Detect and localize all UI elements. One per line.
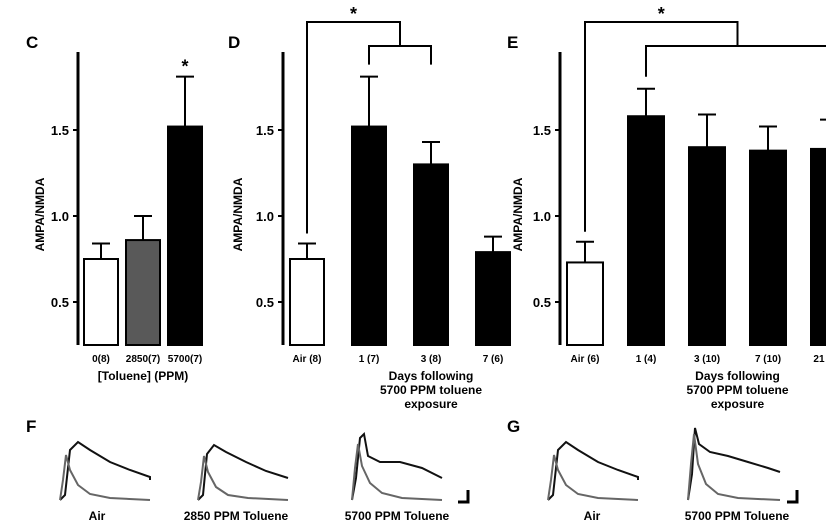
y-tick-label-e-2: 1.5 [533, 123, 551, 138]
trace-label-5700-g: 5700 PPM Toluene [685, 509, 790, 523]
significance-group-bracket-e [645, 45, 826, 77]
trace-group-f: Air 2850 PPM Toluene 5700 PPM Toluene [59, 431, 470, 523]
chart-panel-e: 0.5 1.0 1.5 AMPA/NMDA Air (6) 1 (4) 3 (10) 7 (1… [511, 4, 826, 411]
panel-label-e: E [507, 33, 518, 52]
trace-air-f [59, 440, 151, 501]
bar-e-0 [566, 261, 604, 346]
x-tick-label-c-2: 5700(7) [168, 354, 202, 365]
significance-star-e: * [658, 4, 665, 24]
y-axis-label-c: AMPA/NMDA [33, 177, 47, 251]
trace-group-g: Air 5700 PPM Toluene [547, 427, 799, 523]
x-tick-label-e-3: 7 (10) [755, 354, 781, 365]
x-tick-label-c-1: 2850(7) [126, 354, 160, 365]
trace-2850-f [197, 443, 289, 501]
bar-e-3 [749, 149, 787, 346]
y-tick-label-c-1: 1.0 [51, 209, 69, 224]
scale-bar-g [787, 490, 799, 504]
trace-label-air-g: Air [584, 509, 601, 523]
bar-d-0 [289, 258, 325, 346]
x-axis-label-e-1: 5700 PPM toluene [686, 383, 788, 397]
x-tick-label-e-2: 3 (10) [694, 354, 720, 365]
y-tick-label-c-2: 1.5 [51, 123, 69, 138]
y-axis-label-d: AMPA/NMDA [231, 177, 245, 251]
trace-label-5700-f: 5700 PPM Toluene [345, 509, 450, 523]
y-tick-label-d-0: 0.5 [256, 295, 274, 310]
x-tick-label-e-0: Air (6) [571, 354, 600, 365]
y-tick-label-d-2: 1.5 [256, 123, 274, 138]
trace-5700-g [687, 427, 781, 501]
x-tick-label-d-0: Air (8) [293, 354, 322, 365]
bar-d-2 [413, 163, 449, 346]
x-axis-label-e-0: Days following [695, 369, 780, 383]
panel-label-g: G [507, 417, 520, 436]
x-tick-label-d-2: 3 (8) [421, 354, 442, 365]
bar-c-1 [125, 239, 161, 346]
x-tick-label-d-1: 1 (7) [359, 354, 380, 365]
significance-star-c: * [181, 57, 188, 77]
bar-e-1 [627, 115, 665, 346]
y-tick-label-e-1: 1.0 [533, 209, 551, 224]
x-tick-label-d-3: 7 (6) [483, 354, 504, 365]
significance-bracket-e [584, 21, 739, 232]
bar-c-0 [83, 258, 119, 346]
x-tick-label-e-4: 21 (11) [813, 354, 826, 365]
x-axis-label-d-1: 5700 PPM toluene [380, 383, 482, 397]
chart-panel-c: 0.5 1.0 1.5 AMPA/NMDA 0(8) 2850(7) 5700(7) [Tol… [33, 52, 203, 383]
x-axis-label-d-2: exposure [404, 397, 458, 411]
significance-bracket-d [306, 21, 401, 234]
bar-c-2 [167, 125, 203, 346]
x-axis-label-c-0: [Toluene] (PPM) [98, 369, 188, 383]
panel-label-f: F [26, 417, 36, 436]
significance-group-bracket-d [368, 45, 432, 65]
trace-label-2850-f: 2850 PPM Toluene [184, 509, 289, 523]
x-axis-label-d-0: Days following [389, 369, 474, 383]
bar-d-1 [351, 125, 387, 346]
significance-star-d: * [350, 4, 357, 24]
chart-panel-d: 0.5 1.0 1.5 AMPA/NMDA Air (8) 1 (7) 3 (8) 7 (6)… [231, 4, 511, 411]
trace-label-air-f: Air [89, 509, 106, 523]
scale-bar-f [458, 490, 470, 504]
y-axis-label-e: AMPA/NMDA [511, 177, 525, 251]
x-tick-label-c-0: 0(8) [92, 354, 110, 365]
y-tick-label-c-0: 0.5 [51, 295, 69, 310]
x-axis-label-e-2: exposure [711, 397, 765, 411]
x-tick-label-e-1: 1 (4) [636, 354, 657, 365]
trace-5700-f [351, 431, 443, 501]
bar-e-4 [810, 147, 826, 346]
trace-air-g [547, 440, 639, 501]
bar-e-2 [688, 146, 726, 346]
y-tick-label-e-0: 0.5 [533, 295, 551, 310]
bar-d-3 [475, 251, 511, 346]
y-tick-label-d-1: 1.0 [256, 209, 274, 224]
panel-label-c: C [26, 33, 38, 52]
panel-label-d: D [228, 33, 240, 52]
